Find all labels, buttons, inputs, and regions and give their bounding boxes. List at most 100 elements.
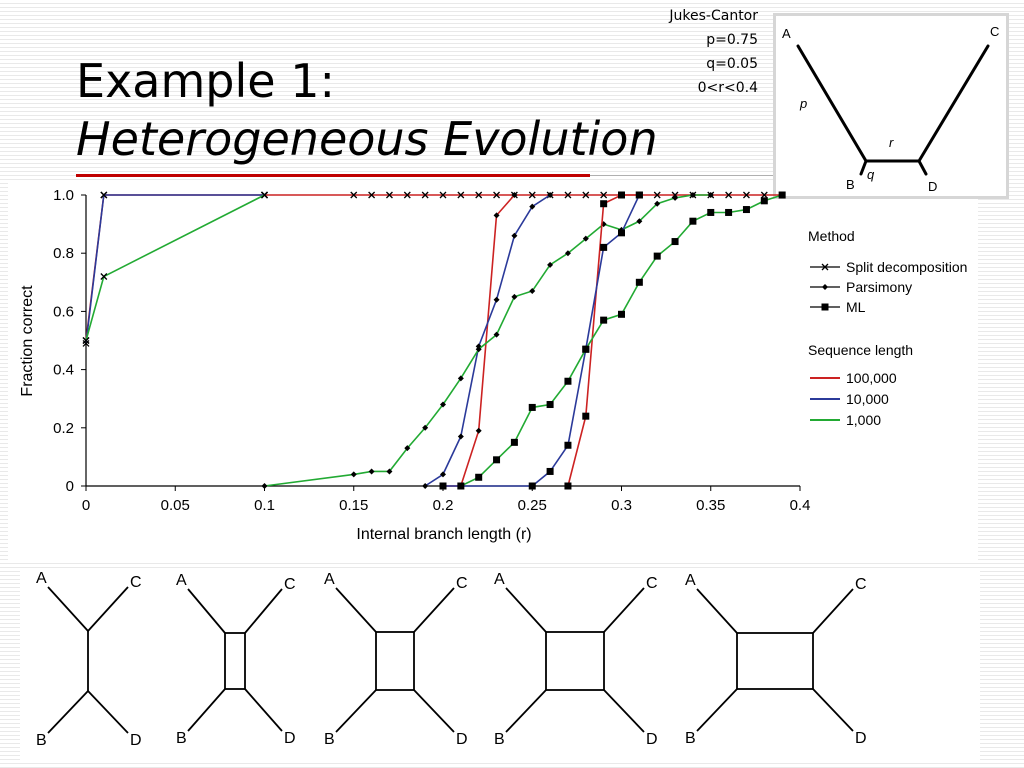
tree-leaf-label: D bbox=[646, 731, 658, 748]
data-point-square bbox=[760, 197, 768, 205]
data-point-square bbox=[618, 310, 625, 318]
data-point-diamond bbox=[582, 235, 589, 242]
x-tick-label: 0.15 bbox=[339, 497, 368, 514]
tree-branch bbox=[335, 587, 377, 633]
tree-leaf-label: A bbox=[494, 571, 505, 588]
data-point-diamond bbox=[493, 296, 500, 303]
tree-diagram-4: A C B D bbox=[494, 571, 658, 748]
data-point-cross bbox=[350, 191, 358, 199]
data-point-diamond bbox=[493, 212, 500, 219]
data-point-square bbox=[475, 473, 483, 481]
tree-leaf-label: C bbox=[646, 575, 658, 592]
data-point-square bbox=[689, 217, 697, 225]
param-p: p=0.75 bbox=[706, 32, 758, 48]
tree-leaf-label: D bbox=[456, 731, 468, 748]
data-point-square bbox=[493, 456, 501, 464]
inset-leaf-a: A bbox=[782, 26, 791, 41]
data-point-cross bbox=[457, 191, 465, 199]
data-point-cross bbox=[439, 191, 447, 199]
x-tick-label: 0 bbox=[82, 497, 90, 514]
data-point-square bbox=[528, 403, 536, 411]
tree-branch bbox=[187, 688, 226, 732]
param-model: Jukes-Cantor bbox=[669, 8, 758, 24]
data-point-square bbox=[707, 208, 715, 216]
data-point-cross bbox=[403, 191, 411, 199]
data-point-square bbox=[457, 482, 465, 490]
data-point-diamond bbox=[404, 445, 411, 452]
tree-leaf-label: B bbox=[685, 730, 696, 747]
series-line bbox=[443, 194, 516, 487]
tree-diagram-3: A C B D bbox=[324, 571, 468, 748]
series-split-decomposition-1000 bbox=[82, 191, 268, 344]
chart-labels: Internal branch length (r) Fraction corr… bbox=[19, 285, 532, 543]
tree-branch bbox=[47, 586, 89, 632]
x-tick-label: 0.1 bbox=[254, 497, 275, 514]
y-tick-label: 0.8 bbox=[53, 245, 74, 262]
tree-branch bbox=[413, 587, 455, 633]
series-line bbox=[264, 194, 711, 487]
tree-leaf-label: A bbox=[324, 571, 335, 588]
tree-branch bbox=[187, 588, 226, 634]
series-parsimony-100000 bbox=[440, 192, 518, 489]
data-point-diamond bbox=[564, 250, 571, 257]
data-point-cross bbox=[82, 339, 90, 347]
data-point-cross bbox=[261, 191, 268, 199]
tree-branch bbox=[244, 688, 283, 732]
data-point-square bbox=[564, 377, 572, 385]
data-point-cross bbox=[100, 273, 108, 280]
data-point-cross bbox=[582, 191, 590, 199]
data-point-diamond bbox=[511, 293, 518, 300]
data-point-diamond bbox=[261, 483, 268, 489]
tree-diagram-2: A C B D bbox=[176, 572, 296, 747]
legend-length-item: 100,000 bbox=[810, 370, 897, 386]
tree-leaf-label: C bbox=[284, 576, 296, 593]
data-point-square bbox=[635, 191, 643, 199]
inset-tree-diagram: A B C D p q r bbox=[773, 13, 1009, 199]
tree-internal-box bbox=[545, 631, 605, 691]
legend-method-item: Parsimony bbox=[810, 279, 912, 295]
data-point-cross bbox=[475, 191, 483, 199]
data-point-diamond bbox=[654, 200, 661, 207]
tree-diagram-5: A C B D bbox=[685, 572, 867, 747]
legend-length-item: 1,000 bbox=[810, 412, 881, 428]
series-line bbox=[85, 194, 265, 341]
tree-branch bbox=[87, 586, 129, 632]
inset-leaf-d: D bbox=[928, 179, 937, 194]
data-point-square bbox=[725, 208, 733, 216]
data-point-square bbox=[600, 316, 608, 324]
tree-branch bbox=[47, 690, 89, 734]
legend-method-label: Split decomposition bbox=[846, 259, 967, 275]
data-point-diamond bbox=[457, 433, 464, 440]
data-point-diamond bbox=[440, 401, 446, 408]
tree-branch bbox=[696, 588, 738, 634]
data-point-diamond bbox=[547, 192, 554, 198]
series-line bbox=[567, 194, 640, 487]
tree-leaf-label: B bbox=[324, 731, 335, 748]
title-underline-grey bbox=[590, 175, 776, 176]
data-point-square bbox=[528, 482, 536, 490]
y-tick-label: 1.0 bbox=[53, 187, 74, 204]
tree-branch bbox=[696, 688, 738, 732]
fraction-correct-chart: 0 0.05 0.1 0.15 0.2 0.25 0.3 0.35 0.4 0 0.2 0.4 0.6 0… bbox=[19, 187, 967, 543]
data-point-square bbox=[635, 278, 643, 286]
data-point-cross bbox=[564, 191, 572, 199]
data-point-square bbox=[742, 206, 750, 214]
tree-internal-box bbox=[224, 632, 246, 690]
param-r-range: 0<r<0.4 bbox=[697, 80, 758, 96]
inset-label-r: r bbox=[889, 135, 894, 150]
data-point-diamond bbox=[350, 471, 357, 478]
chart-legend: Method Sequence length Split decompositi… bbox=[808, 228, 967, 428]
inset-branch-b bbox=[859, 159, 868, 176]
series-line bbox=[85, 194, 265, 344]
data-point-cross bbox=[760, 191, 768, 199]
series-ml-10000 bbox=[439, 191, 643, 490]
data-point-diamond bbox=[672, 194, 679, 201]
data-point-cross bbox=[385, 191, 393, 199]
data-point-square bbox=[510, 438, 518, 446]
data-point-square bbox=[653, 252, 661, 260]
inset-label-p: p bbox=[799, 96, 807, 111]
tree-leaf-label: C bbox=[855, 576, 867, 593]
tree-branch bbox=[87, 690, 129, 734]
data-point-diamond bbox=[422, 483, 429, 489]
y-tick-label: 0 bbox=[66, 478, 74, 495]
